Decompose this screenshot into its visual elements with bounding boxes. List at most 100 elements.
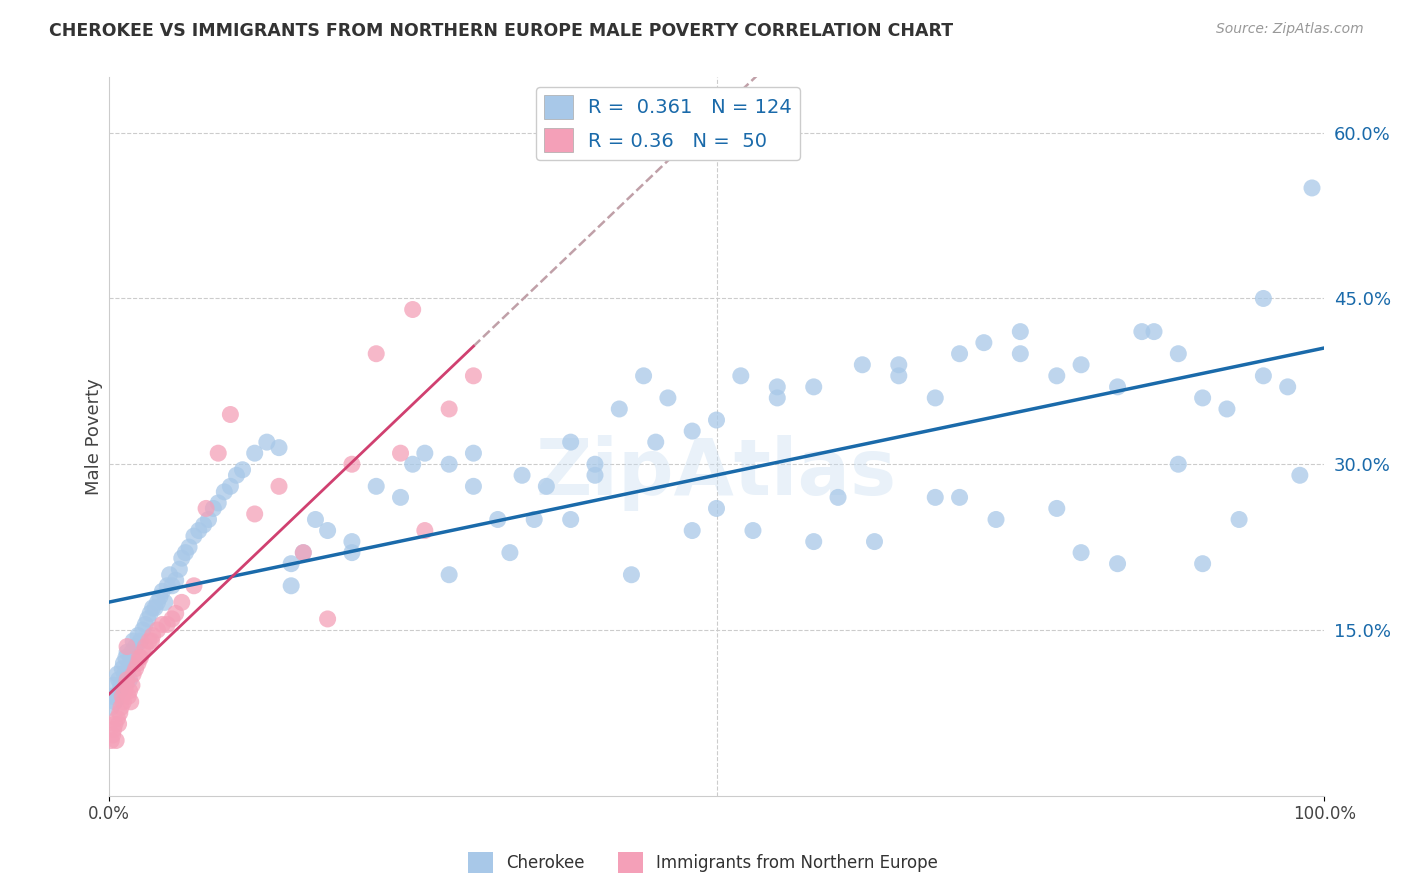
Point <box>437 401 460 416</box>
Point <box>1227 512 1250 526</box>
Point <box>183 579 205 593</box>
Point <box>146 623 169 637</box>
Point <box>104 717 127 731</box>
Point <box>153 595 176 609</box>
Point <box>110 678 132 692</box>
Point <box>134 640 156 654</box>
Point <box>413 446 436 460</box>
Point <box>1253 292 1275 306</box>
Point <box>214 484 236 499</box>
Point <box>132 645 155 659</box>
Point <box>165 607 187 621</box>
Point <box>316 612 339 626</box>
Point <box>193 518 215 533</box>
Point <box>851 358 873 372</box>
Point <box>1107 557 1129 571</box>
Point <box>118 683 141 698</box>
Point <box>117 690 139 704</box>
Point <box>115 640 138 654</box>
Point <box>1046 501 1069 516</box>
Point <box>136 612 159 626</box>
Point <box>121 678 143 692</box>
Point <box>706 413 728 427</box>
Point <box>389 446 412 460</box>
Point <box>207 496 229 510</box>
Point <box>766 380 789 394</box>
Point <box>111 662 134 676</box>
Point <box>292 546 315 560</box>
Point <box>177 540 200 554</box>
Point <box>103 723 125 737</box>
Point <box>115 678 138 692</box>
Point <box>100 700 122 714</box>
Point <box>156 617 179 632</box>
Point <box>128 650 150 665</box>
Point <box>243 446 266 460</box>
Point <box>499 546 522 560</box>
Text: CHEROKEE VS IMMIGRANTS FROM NORTHERN EUROPE MALE POVERTY CORRELATION CHART: CHEROKEE VS IMMIGRANTS FROM NORTHERN EUR… <box>49 22 953 40</box>
Point <box>316 524 339 538</box>
Point <box>924 391 946 405</box>
Point <box>112 656 135 670</box>
Point <box>1253 368 1275 383</box>
Legend: R =  0.361   N = 124, R = 0.36   N =  50: R = 0.361 N = 124, R = 0.36 N = 50 <box>536 87 800 160</box>
Point <box>523 512 546 526</box>
Point <box>112 695 135 709</box>
Point <box>463 368 485 383</box>
Point <box>863 534 886 549</box>
Point <box>766 391 789 405</box>
Point <box>463 446 485 460</box>
Legend: Cherokee, Immigrants from Northern Europe: Cherokee, Immigrants from Northern Europ… <box>461 846 945 880</box>
Point <box>463 479 485 493</box>
Point <box>120 650 142 665</box>
Point <box>1070 358 1092 372</box>
Point <box>730 368 752 383</box>
Point <box>150 617 173 632</box>
Point <box>174 546 197 560</box>
Point <box>114 683 136 698</box>
Point <box>105 733 128 747</box>
Point <box>159 567 181 582</box>
Point <box>340 546 363 560</box>
Point <box>160 579 183 593</box>
Point <box>107 673 129 687</box>
Point <box>657 391 679 405</box>
Point <box>115 673 138 687</box>
Point <box>437 567 460 582</box>
Point <box>948 347 970 361</box>
Point <box>366 479 388 493</box>
Point <box>104 695 127 709</box>
Point <box>243 507 266 521</box>
Point <box>267 479 290 493</box>
Point <box>292 546 315 560</box>
Point <box>121 645 143 659</box>
Point <box>103 678 125 692</box>
Point <box>132 623 155 637</box>
Point <box>139 607 162 621</box>
Point <box>304 512 326 526</box>
Point <box>827 491 849 505</box>
Point <box>887 368 910 383</box>
Point <box>142 628 165 642</box>
Point <box>803 534 825 549</box>
Point <box>1191 391 1213 405</box>
Point <box>486 512 509 526</box>
Point <box>644 435 666 450</box>
Point <box>129 634 152 648</box>
Point <box>280 579 302 593</box>
Point <box>560 512 582 526</box>
Point <box>108 706 131 720</box>
Point <box>620 567 643 582</box>
Point <box>1167 457 1189 471</box>
Point <box>1107 380 1129 394</box>
Point <box>1130 325 1153 339</box>
Point <box>150 584 173 599</box>
Text: Source: ZipAtlas.com: Source: ZipAtlas.com <box>1216 22 1364 37</box>
Point <box>120 695 142 709</box>
Point <box>146 595 169 609</box>
Point <box>1046 368 1069 383</box>
Point <box>1010 325 1032 339</box>
Point <box>105 667 128 681</box>
Point <box>149 590 172 604</box>
Point <box>389 491 412 505</box>
